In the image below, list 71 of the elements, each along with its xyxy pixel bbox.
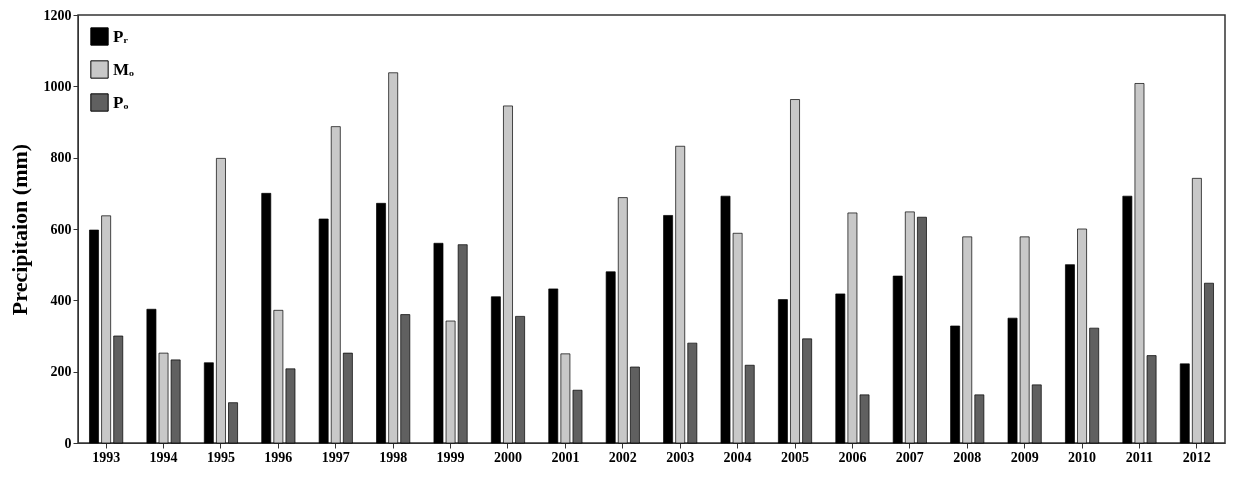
y-tick-label: 0 [64,435,72,451]
bar [490,296,501,444]
bar [515,316,525,444]
bar [687,342,698,444]
bar [744,364,755,444]
bar [101,215,112,444]
x-tick-label: 2011 [1125,449,1154,465]
x-tick-label: 1994 [149,449,178,465]
bar [802,338,813,444]
bar [1077,228,1087,444]
x-tick-label: 2007 [895,449,924,465]
bar [89,229,99,444]
bar [1089,327,1100,444]
bar [790,99,800,444]
bar [228,402,238,444]
y-tick-label: 1000 [43,78,72,94]
x-tick-label: 2005 [781,449,810,465]
legend-label: Mₒ [113,59,135,79]
bar [917,216,927,444]
x-tick-label: 1995 [206,449,235,465]
bar [675,145,686,444]
x-tick-label: 2004 [723,449,752,465]
bar [216,158,226,444]
bar [318,218,329,444]
x-tick-label: 2012 [1182,449,1211,465]
bar [904,211,915,444]
x-tick-label: 2003 [666,449,695,465]
bar [962,236,973,444]
x-tick-label: 2008 [953,449,982,465]
bar [1179,363,1190,444]
x-tick-label: 2006 [838,449,867,465]
y-tick-label: 800 [50,150,72,166]
bar [778,299,788,444]
x-tick-label: 2000 [493,449,522,465]
bar [974,394,985,444]
bar [1191,178,1202,444]
bar [388,72,399,444]
x-tick-label: 1997 [321,449,350,465]
bar [892,275,903,444]
bar [1204,282,1214,444]
bar [203,362,214,444]
y-tick-label: 1200 [43,7,72,23]
bar [605,271,616,444]
legend-label: Pₒ [113,92,129,112]
bar [330,126,341,444]
bar [1031,384,1042,444]
legend-label: Pᵣ [113,26,129,46]
x-tick-label: 2001 [551,449,580,465]
bar [1065,264,1075,444]
bar [950,325,961,444]
x-tick-label: 1993 [92,449,121,465]
bar [663,215,673,444]
x-tick-label: 2002 [608,449,637,465]
x-tick-label: 1998 [379,449,408,465]
bar [376,202,386,444]
bar [548,288,559,444]
bar [617,197,628,444]
y-axis-title: Precipitaion (mm) [6,143,32,316]
x-tick-label: 1996 [264,449,293,465]
y-tick-label: 400 [50,292,72,308]
bar [400,314,411,444]
x-tick-label: 2009 [1010,449,1039,465]
x-tick-label: 2010 [1068,449,1097,465]
y-tick-label: 600 [50,221,72,237]
bar [342,352,353,444]
bar [261,192,272,444]
bar [113,335,124,444]
bar [630,366,640,444]
y-tick-label: 200 [50,364,72,380]
bar [503,105,513,444]
x-tick-label: 1999 [436,449,465,465]
